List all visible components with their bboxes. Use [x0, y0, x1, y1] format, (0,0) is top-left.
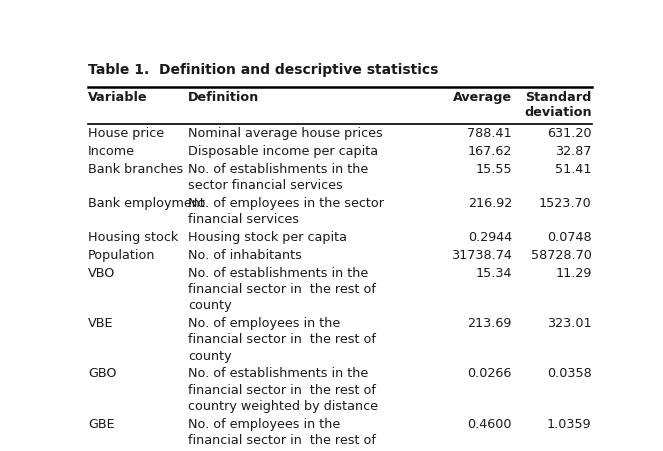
Text: Housing stock per capita: Housing stock per capita [188, 230, 347, 244]
Text: VBE: VBE [88, 316, 113, 329]
Text: financial sector in  the rest of: financial sector in the rest of [188, 282, 376, 295]
Text: county: county [188, 299, 232, 312]
Text: No. of employees in the sector: No. of employees in the sector [188, 197, 385, 209]
Text: No. of establishments in the: No. of establishments in the [188, 367, 369, 380]
Text: Population: Population [88, 248, 156, 261]
Text: GBE: GBE [88, 417, 115, 430]
Text: 323.01: 323.01 [547, 316, 591, 329]
Text: No. of employees in the: No. of employees in the [188, 417, 341, 430]
Text: country weighted by distance: country weighted by distance [188, 450, 378, 451]
Text: 0.0358: 0.0358 [547, 367, 591, 380]
Text: 216.92: 216.92 [467, 197, 512, 209]
Text: 0.2944: 0.2944 [467, 230, 512, 244]
Text: No. of employees in the: No. of employees in the [188, 316, 341, 329]
Text: 1523.70: 1523.70 [539, 197, 591, 209]
Text: 0.4600: 0.4600 [467, 417, 512, 430]
Text: Table 1.  Definition and descriptive statistics: Table 1. Definition and descriptive stat… [88, 63, 438, 77]
Text: 788.41: 788.41 [467, 127, 512, 140]
Text: sector financial services: sector financial services [188, 179, 343, 192]
Text: 51.41: 51.41 [555, 162, 591, 175]
Text: VBO: VBO [88, 266, 115, 279]
Text: 31738.74: 31738.74 [451, 248, 512, 261]
Text: 167.62: 167.62 [467, 145, 512, 158]
Text: county: county [188, 349, 232, 362]
Text: 0.0748: 0.0748 [547, 230, 591, 244]
Text: 11.29: 11.29 [555, 266, 591, 279]
Text: No. of inhabitants: No. of inhabitants [188, 248, 302, 261]
Text: financial sector in  the rest of: financial sector in the rest of [188, 333, 376, 345]
Text: 32.87: 32.87 [555, 145, 591, 158]
Text: Definition: Definition [188, 91, 259, 104]
Text: 631.20: 631.20 [547, 127, 591, 140]
Text: financial sector in  the rest of: financial sector in the rest of [188, 433, 376, 446]
Text: Disposable income per capita: Disposable income per capita [188, 145, 379, 158]
Text: Bank employment: Bank employment [88, 197, 205, 209]
Text: financial services: financial services [188, 213, 299, 226]
Text: 213.69: 213.69 [467, 316, 512, 329]
Text: GBO: GBO [88, 367, 117, 380]
Text: 0.0266: 0.0266 [467, 367, 512, 380]
Text: House price: House price [88, 127, 164, 140]
Text: 15.34: 15.34 [475, 266, 512, 279]
Text: Nominal average house prices: Nominal average house prices [188, 127, 383, 140]
Text: Income: Income [88, 145, 135, 158]
Text: No. of establishments in the: No. of establishments in the [188, 266, 369, 279]
Text: 58728.70: 58728.70 [530, 248, 591, 261]
Text: Bank branches: Bank branches [88, 162, 183, 175]
Text: 1.0359: 1.0359 [547, 417, 591, 430]
Text: country weighted by distance: country weighted by distance [188, 399, 378, 412]
Text: Average: Average [453, 91, 512, 104]
Text: Variable: Variable [88, 91, 148, 104]
Text: 15.55: 15.55 [475, 162, 512, 175]
Text: Standard
deviation: Standard deviation [524, 91, 591, 119]
Text: No. of establishments in the: No. of establishments in the [188, 162, 369, 175]
Text: financial sector in  the rest of: financial sector in the rest of [188, 383, 376, 396]
Text: Housing stock: Housing stock [88, 230, 178, 244]
